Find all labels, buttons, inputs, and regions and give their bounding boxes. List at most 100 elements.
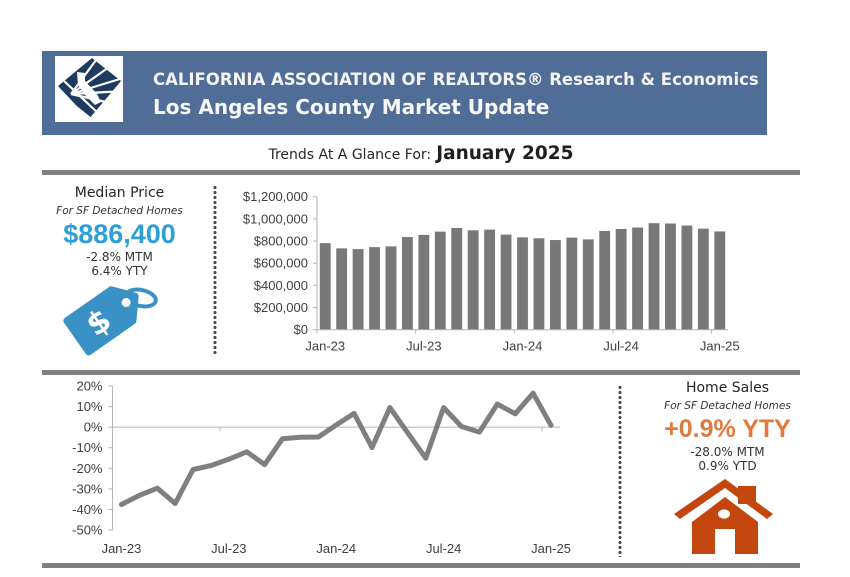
- y-tick-label: -10%: [72, 440, 103, 455]
- point-dec-23: [315, 434, 321, 440]
- home-sales-yty-line: [119, 390, 554, 507]
- point-nov-24: [512, 411, 518, 417]
- bar-nov-24: [681, 225, 693, 330]
- x-tick-label: Jul-23: [211, 541, 246, 556]
- organization-name: CALIFORNIA ASSOCIATION OF REALTORS® Rese…: [153, 70, 759, 89]
- bar-sep-23: [451, 227, 463, 330]
- y-tick-label: $1,000,000: [243, 211, 308, 226]
- point-jan-24: [333, 422, 339, 428]
- point-aug-23: [244, 449, 250, 455]
- x-tick-label: Jan-23: [102, 541, 142, 556]
- bar-dec-23: [500, 234, 512, 330]
- point-jun-24: [423, 455, 429, 461]
- point-feb-24: [351, 410, 357, 416]
- point-apr-24: [387, 405, 393, 410]
- x-tick-label: Jul-23: [406, 339, 441, 354]
- home-sales-line-chart: -50% -40% -30% -20% -10% 0% 10% 20% Jan-23 Jul-23…: [72, 379, 571, 557]
- report-title: Los Angeles County Market Update: [153, 95, 550, 119]
- point-oct-24: [494, 401, 500, 407]
- point-mar-23: [154, 485, 160, 491]
- y-tick-label: 20%: [76, 379, 102, 394]
- report-period-line: Trends At A Glance For: January 2025: [42, 142, 800, 167]
- home-sales-mtm: -28.0% MTM: [690, 445, 765, 459]
- median-price-mtm: -2.8% MTM: [86, 250, 153, 264]
- y-tick-label: $400,000: [254, 278, 308, 293]
- section-divider-bottom: [42, 563, 800, 568]
- point-jul-23: [226, 456, 232, 462]
- y-tick-label: -20%: [72, 461, 103, 476]
- y-tick-label: $0: [294, 322, 308, 337]
- median-price-subtitle: For SF Detached Homes: [56, 205, 183, 217]
- period-prefix: Trends At A Glance For:: [268, 147, 432, 163]
- bar-mar-24: [549, 240, 561, 330]
- x-tick-label: Jul-24: [603, 339, 638, 354]
- section-divider-top: [42, 170, 800, 175]
- bar-aug-24: [632, 227, 644, 330]
- point-apr-23: [172, 501, 178, 506]
- bar-jan-25: [714, 231, 726, 330]
- point-feb-23: [136, 493, 142, 498]
- point-mar-24: [369, 445, 375, 450]
- house-graphic: [674, 479, 773, 554]
- point-jan-23: [119, 502, 124, 507]
- median-price-panel: Median Price For SF Detached Homes $886,…: [46, 184, 193, 278]
- price-tag-icon: $: [58, 278, 162, 358]
- bar-feb-23: [336, 248, 348, 330]
- dotted-separator-right: [618, 385, 622, 557]
- bar-nov-23: [484, 229, 496, 330]
- point-may-23: [190, 467, 196, 472]
- point-dec-24: [530, 390, 536, 396]
- bar-sep-24: [648, 223, 660, 330]
- logo: [55, 56, 123, 122]
- median-price-bar-chart: $0 $200,000 $400,000 $600,000 $800,000 $1,000…: [243, 189, 740, 354]
- y-tick-label: 10%: [76, 399, 102, 414]
- bar-jun-24: [599, 230, 611, 330]
- median-price-value: $886,400: [63, 219, 176, 249]
- point-jan-25: [548, 422, 554, 428]
- price-tag-graphic: $: [63, 286, 158, 356]
- bar-jan-23: [319, 243, 331, 330]
- bar-mar-23: [352, 249, 364, 330]
- bar-may-23: [385, 246, 397, 330]
- home-sales-panel: Home Sales For SF Detached Homes +0.9% Y…: [655, 379, 800, 473]
- header-banner: [42, 51, 767, 135]
- x-tick-label: Jan-24: [503, 339, 543, 354]
- home-sales-subtitle: For SF Detached Homes: [664, 400, 791, 412]
- point-aug-24: [459, 424, 464, 429]
- point-jul-24: [441, 405, 447, 410]
- bar-oct-23: [467, 230, 479, 330]
- dotted-separator-left: [213, 185, 217, 356]
- median-price-yty: 6.4% YTY: [91, 264, 148, 278]
- y-tick-label: $1,200,000: [243, 189, 308, 204]
- y-tick-label: -30%: [72, 481, 103, 496]
- y-tick-label: $600,000: [254, 256, 308, 271]
- median-price-title: Median Price: [74, 185, 165, 201]
- period-value: January 2025: [436, 143, 574, 164]
- point-jun-23: [208, 463, 214, 469]
- y-tick-label: 0%: [84, 420, 103, 435]
- home-sales-ytd: 0.9% YTD: [698, 459, 757, 473]
- bar-jul-23: [418, 234, 430, 330]
- x-tick-label: Jan-23: [305, 339, 345, 354]
- point-nov-23: [298, 434, 303, 440]
- home-sales-title: Home Sales: [685, 380, 770, 396]
- x-tick-label: Jan-25: [531, 541, 571, 556]
- bar-may-24: [582, 239, 594, 330]
- home-sales-chart: -50% -40% -30% -20% -10% 0% 10% 20% Jan-23 Jul-23…: [40, 378, 585, 563]
- section-divider-middle: [42, 370, 800, 375]
- x-tick-label: Jul-24: [426, 541, 461, 556]
- bar-jan-24: [517, 237, 528, 330]
- car-sunburst-logo-icon: [55, 56, 123, 122]
- home-sales-value: +0.9% YTY: [664, 415, 791, 443]
- point-oct-23: [280, 436, 285, 442]
- house-icon: [672, 476, 775, 556]
- median-price-chart: $0 $200,000 $400,000 $600,000 $800,000 $1,000…: [225, 185, 740, 360]
- point-sep-24: [477, 429, 482, 435]
- bar-apr-23: [369, 247, 380, 330]
- bar-jul-24: [615, 228, 627, 330]
- bar-apr-24: [566, 237, 578, 330]
- y-tick-label: $200,000: [254, 300, 308, 315]
- y-tick-label: -50%: [72, 523, 103, 538]
- bar-aug-23: [434, 231, 446, 330]
- bar-feb-24: [533, 238, 545, 330]
